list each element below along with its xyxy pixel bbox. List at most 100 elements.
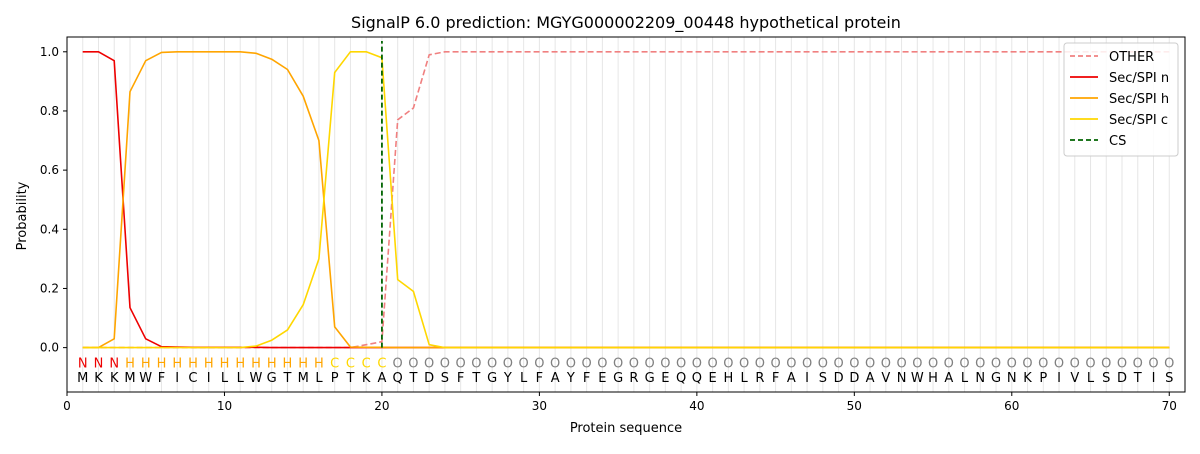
region-label: H — [314, 356, 324, 371]
region-label: O — [424, 356, 434, 371]
legend: OTHER Sec/SPI n Sec/SPI h Sec/SPI c CS — [1063, 42, 1179, 157]
region-label: O — [896, 356, 906, 371]
region-label: N — [109, 356, 119, 371]
residue-label: M — [124, 371, 135, 386]
region-label: O — [770, 356, 780, 371]
residue-label: T — [471, 371, 480, 386]
region-label: H — [172, 356, 182, 371]
residue-label: F — [583, 371, 590, 386]
residue-label: I — [1152, 371, 1156, 386]
region-label: H — [220, 356, 230, 371]
region-label: O — [944, 356, 954, 371]
residue-label: P — [1039, 371, 1047, 386]
residue-label: V — [1070, 371, 1079, 386]
series-line-sec-spi-h — [82, 50, 1170, 349]
residue-label: N — [897, 371, 907, 386]
residue-label: W — [139, 371, 152, 386]
region-label: O — [692, 356, 702, 371]
residue-label: M — [77, 371, 88, 386]
region-label: O — [1133, 356, 1143, 371]
y-tick-label: 0.6 — [40, 163, 59, 177]
series-line-sec-spi-c — [82, 50, 1170, 349]
residue-label: H — [928, 371, 938, 386]
region-label: O — [1007, 356, 1017, 371]
residue-label: D — [424, 371, 434, 386]
residue-label: S — [819, 371, 827, 386]
region-label: O — [519, 356, 529, 371]
region-label: O — [1054, 356, 1064, 371]
residue-label: A — [944, 371, 953, 386]
residue-label: K — [362, 371, 371, 386]
residue-label: A — [866, 371, 875, 386]
region-label: O — [755, 356, 765, 371]
region-label: H — [157, 356, 167, 371]
region-label: O — [991, 356, 1001, 371]
residue-label: F — [158, 371, 165, 386]
region-label: N — [78, 356, 88, 371]
legend-label: Sec/SPI h — [1109, 92, 1169, 107]
region-label: O — [1117, 356, 1127, 371]
region-label: O — [534, 356, 544, 371]
residue-label: L — [520, 371, 528, 386]
region-label: H — [141, 356, 151, 371]
series-line-other — [82, 50, 1170, 349]
region-label: O — [959, 356, 969, 371]
residue-label: S — [441, 371, 449, 386]
region-label: O — [1164, 356, 1174, 371]
y-tick-label: 0.0 — [40, 341, 59, 355]
residue-label: Y — [503, 371, 512, 386]
residue-label: A — [377, 371, 386, 386]
x-tick-label: 40 — [689, 399, 704, 413]
residue-label: E — [661, 371, 669, 386]
y-tick-label: 0.8 — [40, 104, 59, 118]
region-label: O — [1148, 356, 1158, 371]
residue-label: F — [536, 371, 543, 386]
region-label: O — [456, 356, 466, 371]
region-label: O — [818, 356, 828, 371]
residue-label: N — [975, 371, 985, 386]
residue-label: I — [805, 371, 809, 386]
residue-label: K — [94, 371, 103, 386]
region-label: O — [408, 356, 418, 371]
region-label: O — [1085, 356, 1095, 371]
residue-label: M — [298, 371, 309, 386]
residue-label: V — [881, 371, 890, 386]
tick-layer: 0 10 20 30 40 50 60 70 0.0 0.2 0.4 0.6 0.8 1.0 — [40, 45, 1177, 413]
region-label: O — [739, 356, 749, 371]
region-label: O — [503, 356, 513, 371]
region-label: O — [786, 356, 796, 371]
plot-frame — [66, 36, 1186, 393]
region-label: C — [377, 356, 386, 371]
residue-label: F — [457, 371, 464, 386]
residue-label: L — [221, 371, 229, 386]
residue-label: Q — [692, 371, 702, 386]
residue-label: G — [267, 371, 277, 386]
residue-label: E — [708, 371, 716, 386]
residue-label: T — [282, 371, 291, 386]
x-tick-label: 0 — [63, 399, 71, 413]
y-tick-label: 0.2 — [40, 281, 59, 295]
y-tick-label: 1.0 — [40, 45, 59, 59]
region-label: O — [440, 356, 450, 371]
region-label: C — [330, 356, 339, 371]
residue-label: D — [1117, 371, 1127, 386]
region-label: O — [928, 356, 938, 371]
region-label: O — [723, 356, 733, 371]
residue-label: T — [1133, 371, 1142, 386]
region-label: O — [660, 356, 670, 371]
region-label: O — [582, 356, 592, 371]
region-label: O — [912, 356, 922, 371]
residue-label: W — [250, 371, 263, 386]
residue-label: I — [207, 371, 211, 386]
x-tick-label: 20 — [374, 399, 389, 413]
residue-label: I — [1057, 371, 1061, 386]
region-label: H — [251, 356, 261, 371]
region-label: O — [1038, 356, 1048, 371]
x-tick-label: 60 — [1004, 399, 1019, 413]
chart-title: SignalP 6.0 prediction: MGYG000002209_00… — [351, 13, 901, 33]
residue-label: L — [1087, 371, 1095, 386]
region-label: O — [707, 356, 717, 371]
residue-label: G — [613, 371, 623, 386]
region-label: O — [550, 356, 560, 371]
residue-label: Y — [566, 371, 575, 386]
